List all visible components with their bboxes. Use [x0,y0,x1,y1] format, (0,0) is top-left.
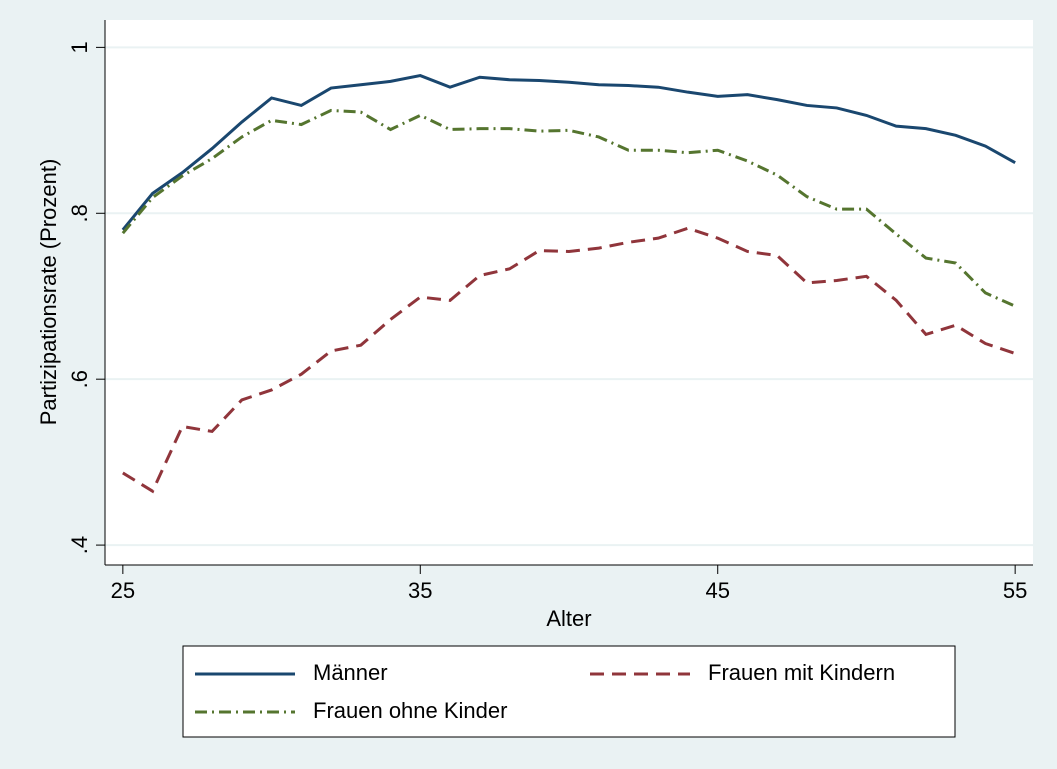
y-tick-label: .4 [67,536,92,554]
legend-label: Frauen mit Kindern [708,660,895,685]
line-series [121,74,1016,231]
x-tick-label: 25 [111,578,135,603]
plot-area [105,20,1033,565]
legend-label: Frauen ohne Kinder [313,698,507,723]
y-axis-label: Partizipationsrate (Prozent) [36,159,61,426]
line-series [122,226,1016,494]
x-tick-label: 45 [705,578,729,603]
y-tick-label: .6 [67,370,92,388]
line-series [121,108,1016,308]
x-tick-label: 35 [408,578,432,603]
x-axis-label: Alter [546,606,591,631]
legend-label: Männer [313,660,388,685]
x-tick-label: 55 [1003,578,1027,603]
legend-box [182,645,956,738]
y-tick-label: .8 [67,204,92,222]
y-tick-label: 1 [67,41,92,53]
